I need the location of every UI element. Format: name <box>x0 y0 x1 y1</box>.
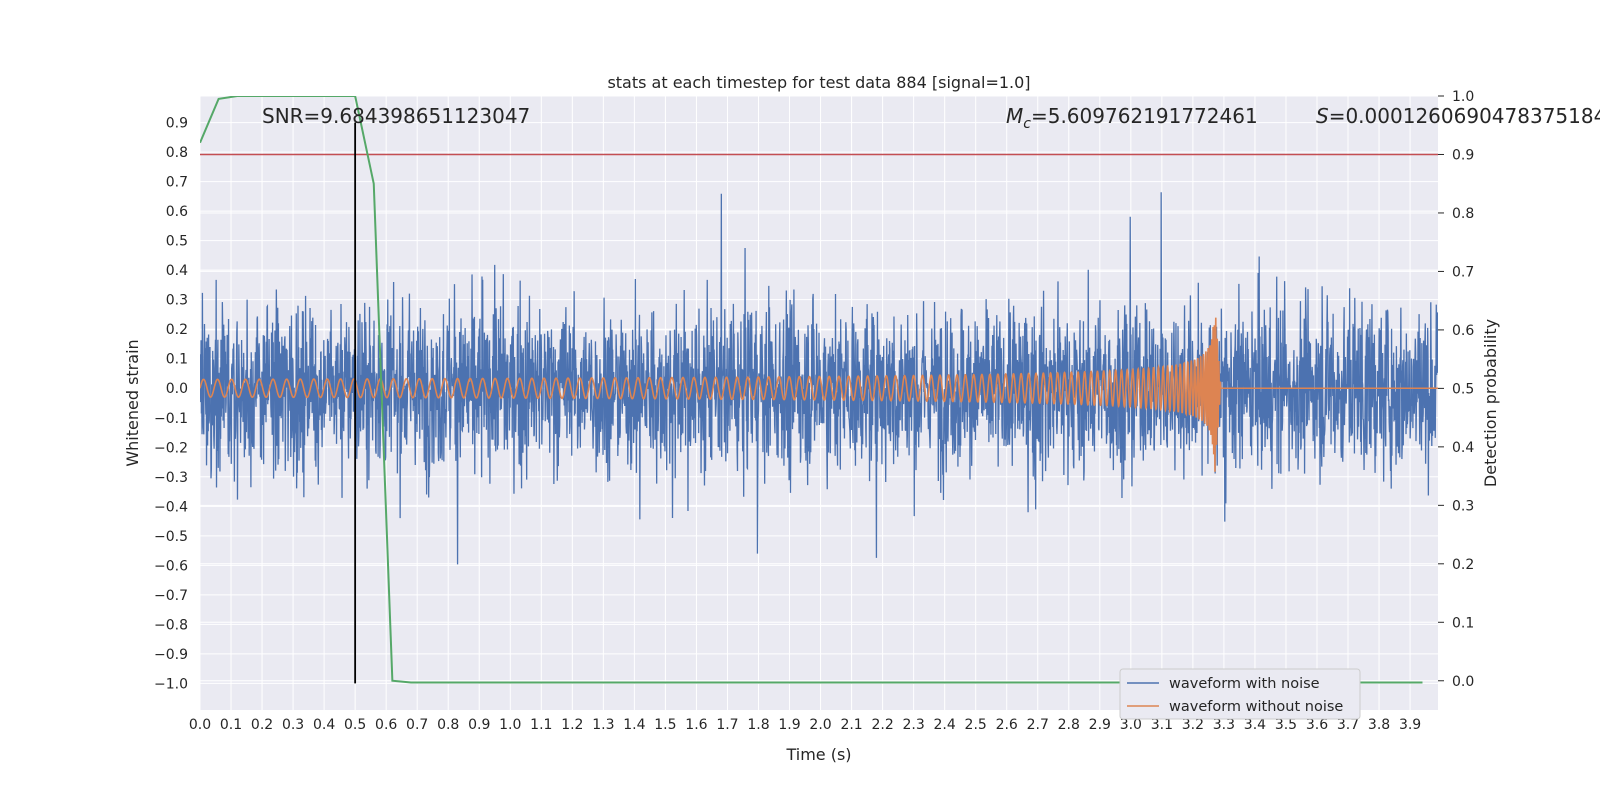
y-tick-label-left: 0.5 <box>166 234 188 250</box>
y-axis-label-right: Detection probability <box>1481 319 1500 487</box>
y-tick-label-left: 0.8 <box>166 145 188 161</box>
y-tick-label-left: 0.9 <box>166 116 188 132</box>
y-tick-label-right: 0.7 <box>1452 264 1474 280</box>
y-tick-label-left: 0.2 <box>166 322 188 338</box>
x-tick-label: 1.9 <box>778 717 800 733</box>
y-tick-label-right: 0.9 <box>1452 147 1474 163</box>
x-tick-label: 3.2 <box>1182 717 1204 733</box>
y-tick-label-left: 0.0 <box>166 381 188 397</box>
series-waveform-with-noise <box>200 192 1438 565</box>
y-axis-label-left: Whitened strain <box>123 339 142 466</box>
x-tick-label: 2.6 <box>996 717 1018 733</box>
x-tick-label: 3.3 <box>1213 717 1235 733</box>
y-tick-label-right: 0.2 <box>1452 557 1474 573</box>
x-tick-label: 0.9 <box>468 717 490 733</box>
y-tick-label-left: −0.5 <box>154 529 188 545</box>
x-tick-label: 3.8 <box>1368 717 1390 733</box>
y-tick-label-right: 0.6 <box>1452 323 1474 339</box>
x-tick-label: 2.2 <box>871 717 893 733</box>
x-tick-label: 0.3 <box>282 717 304 733</box>
x-tick-label: 1.0 <box>499 717 521 733</box>
snr-annotation: SNR=9.684398651123047 <box>262 104 530 128</box>
x-tick-label: 0.0 <box>189 717 211 733</box>
x-tick-label: 3.7 <box>1337 717 1359 733</box>
y-tick-label-right: 0.0 <box>1452 674 1474 690</box>
series-waveform-without-noise <box>200 317 1438 472</box>
x-tick-label: 3.9 <box>1399 717 1421 733</box>
y-tick-label-left: 0.3 <box>166 293 188 309</box>
x-tick-label: 3.0 <box>1120 717 1142 733</box>
chart-title: stats at each timestep for test data 884… <box>607 73 1030 92</box>
y-tick-label-left: 0.1 <box>166 352 188 368</box>
y-tick-label-left: −1.0 <box>154 676 188 692</box>
y-tick-label-left: −0.4 <box>154 499 188 515</box>
x-tick-label: 0.6 <box>375 717 397 733</box>
x-tick-label: 1.5 <box>654 717 676 733</box>
y-tick-labels-left: 0.9 0.8 0.7 0.6 0.5 0.4 0.3 0.2 0.1 0.0 −0.1 −0.2 −0… <box>154 116 188 693</box>
x-tick-label: 2.0 <box>809 717 831 733</box>
chirp-mass-annotation: Mc=5.609762191772461 <box>1006 104 1258 132</box>
x-axis-label: Time (s) <box>785 745 851 764</box>
y-tick-label-right: 0.4 <box>1452 440 1474 456</box>
x-tick-label: 1.3 <box>592 717 614 733</box>
y-tick-label-left: −0.6 <box>154 558 188 574</box>
y-tick-label-right: 1.0 <box>1452 89 1474 105</box>
y-tick-label-right: 0.3 <box>1452 498 1474 514</box>
x-tick-label: 1.1 <box>530 717 552 733</box>
s-annotation: S=0.00012606904783751841 <box>1316 104 1600 128</box>
y-tick-label-left: −0.3 <box>154 470 188 486</box>
y-tick-label-left: −0.1 <box>154 411 188 427</box>
x-tick-label: 0.8 <box>437 717 459 733</box>
x-tick-label: 1.2 <box>561 717 583 733</box>
y-tick-label-left: 0.6 <box>166 204 188 220</box>
x-tick-label: 1.8 <box>747 717 769 733</box>
legend-box <box>1119 668 1361 720</box>
y-tick-labels-right: 1.0 0.9 0.8 0.7 0.6 0.5 0.4 0.3 0.2 0.1 0.0 <box>1438 89 1474 690</box>
x-tick-label: 0.7 <box>406 717 428 733</box>
x-tick-label: 1.4 <box>623 717 645 733</box>
x-tick-label: 2.1 <box>840 717 862 733</box>
y-tick-label-right: 0.5 <box>1452 381 1474 397</box>
x-tick-label: 0.1 <box>220 717 242 733</box>
legend-label-clean: waveform without noise <box>1169 699 1343 715</box>
x-tick-label: 2.3 <box>903 717 925 733</box>
x-tick-label: 3.1 <box>1151 717 1173 733</box>
x-tick-label: 2.8 <box>1058 717 1080 733</box>
y-tick-label-left: −0.8 <box>154 617 188 633</box>
x-tick-label: 2.4 <box>934 717 956 733</box>
legend: waveform with noise waveform without noi… <box>1119 668 1361 720</box>
y-tick-label-left: −0.2 <box>154 440 188 456</box>
x-tick-labels: 0.0 0.1 0.2 0.3 0.4 0.5 0.6 0.7 0.8 0.9 1.0 1.1 1.2 1… <box>189 717 1421 733</box>
legend-label-noise: waveform with noise <box>1169 676 1320 692</box>
y-tick-label-right: 0.1 <box>1452 615 1474 631</box>
x-tick-label: 0.4 <box>313 717 335 733</box>
y-tick-label-left: −0.7 <box>154 588 188 604</box>
y-tick-label-left: −0.9 <box>154 647 188 663</box>
x-tick-label: 1.6 <box>685 717 707 733</box>
series-detection-probability <box>200 96 1423 684</box>
x-tick-label: 0.5 <box>344 717 366 733</box>
x-tick-label: 3.6 <box>1306 717 1328 733</box>
x-tick-label: 2.5 <box>965 717 987 733</box>
y-tick-label-left: 0.4 <box>166 263 188 279</box>
x-tick-label: 2.9 <box>1089 717 1111 733</box>
y-tick-label-right: 0.8 <box>1452 206 1474 222</box>
x-tick-label: 3.4 <box>1244 717 1266 733</box>
x-tick-label: 2.7 <box>1027 717 1049 733</box>
x-tick-label: 0.2 <box>251 717 273 733</box>
x-tick-label: 1.7 <box>716 717 738 733</box>
x-tick-label: 3.5 <box>1275 717 1297 733</box>
y-tick-label-left: 0.7 <box>166 175 188 191</box>
